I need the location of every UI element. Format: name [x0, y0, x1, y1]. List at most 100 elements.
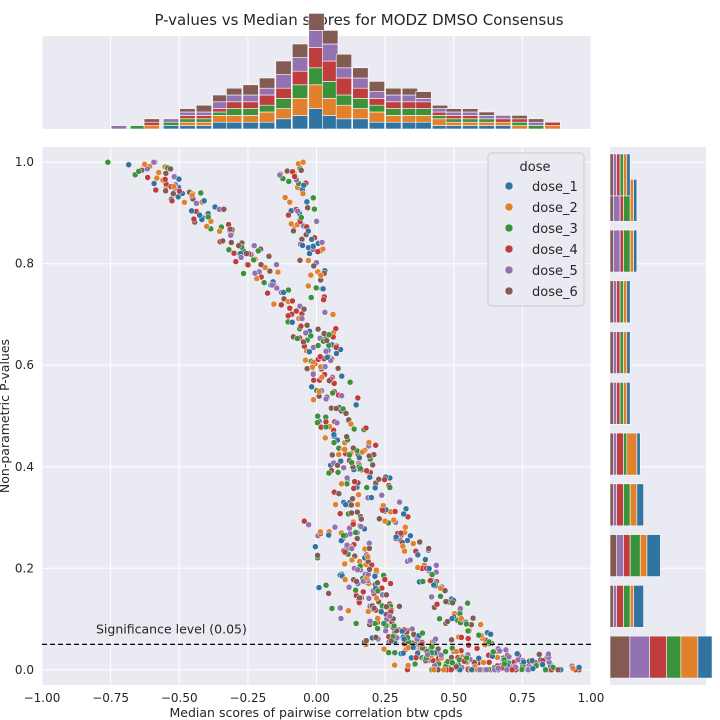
top-histogram-bar	[544, 121, 561, 126]
scatter-point	[319, 245, 327, 253]
scatter-point	[200, 197, 208, 205]
top-histogram-bar	[212, 94, 229, 103]
top-histogram-bar	[415, 108, 432, 116]
top-histogram-bar	[195, 115, 213, 120]
scatter-point	[300, 181, 308, 189]
scatter-point	[312, 543, 319, 550]
top-histogram-bar	[335, 104, 353, 120]
right-histogram-bar	[613, 432, 618, 476]
scatter-point	[162, 187, 169, 195]
top-histogram-bar	[195, 104, 213, 113]
scatter-point	[475, 655, 483, 662]
scatter-point	[424, 651, 431, 659]
scatter-point	[219, 237, 226, 245]
scatter-point	[447, 666, 455, 673]
top-histogram-bar	[368, 121, 385, 130]
scatter-point	[348, 501, 355, 509]
scatter-point	[307, 294, 315, 301]
top-histogram-bar	[226, 101, 243, 109]
scatter-point	[336, 510, 344, 517]
scatter-point	[391, 661, 398, 669]
scatter-point	[340, 464, 347, 472]
scatter-point	[320, 296, 327, 303]
top-histogram-bar	[322, 115, 339, 130]
scatter-point	[359, 448, 366, 456]
right-histogram-bar	[609, 534, 618, 577]
scatter-point	[310, 262, 318, 270]
scatter-point	[414, 564, 421, 571]
top-histogram-bar	[179, 118, 196, 123]
scatter-point	[356, 454, 363, 462]
scatter-point	[379, 506, 386, 514]
scatter-point	[351, 478, 358, 485]
scatter-point	[357, 523, 365, 530]
top-histogram-bar	[179, 121, 196, 126]
scatter-point	[318, 239, 326, 246]
scatter-point	[314, 419, 321, 426]
scatter-point	[125, 161, 132, 169]
scatter-point	[380, 620, 388, 627]
scatter-point	[270, 300, 278, 308]
scatter-point	[476, 666, 484, 674]
scatter-point	[437, 593, 444, 600]
x-tick-labels: −1.00 −0.75 −0.50 −0.25 0.00 0.25 0.50 0.75 1.00	[24, 691, 605, 705]
y-tick-label: 0.6	[15, 358, 34, 372]
scatter-point	[278, 301, 285, 309]
scatter-point	[432, 635, 439, 643]
scatter-point	[260, 279, 268, 286]
scatter-point	[343, 480, 351, 488]
top-histogram-bar	[415, 98, 432, 103]
right-histogram-bar	[619, 229, 624, 273]
top-histogram-bar	[259, 94, 276, 106]
scatter-point	[314, 248, 322, 255]
scatter-point	[549, 664, 557, 671]
scatter-point	[354, 394, 362, 402]
scatter-point	[464, 627, 472, 635]
top-histogram-bar	[528, 125, 545, 130]
scatter-point	[193, 200, 200, 207]
right-histogram-bar	[609, 635, 631, 679]
scatter-point	[352, 620, 360, 627]
scatter-point	[489, 648, 497, 656]
scatter-point	[398, 627, 406, 635]
scatter-point	[464, 599, 471, 607]
scatter-point	[310, 194, 317, 202]
scatter-point	[318, 374, 326, 381]
top-histogram-bar	[110, 125, 127, 130]
right-histogram-bar	[633, 585, 644, 628]
top-histogram-bar	[308, 67, 325, 86]
top-histogram-bar	[322, 30, 339, 45]
top-histogram-bar	[431, 104, 449, 109]
scatter-points	[104, 158, 583, 674]
top-histogram-bar	[511, 125, 528, 130]
scatter-point	[545, 650, 552, 658]
scatter-point	[167, 165, 174, 173]
right-histogram-bar	[616, 153, 621, 197]
scatter-point	[399, 649, 407, 657]
x-tick-label: −0.50	[161, 691, 198, 705]
top-histogram-bar	[291, 43, 309, 58]
scatter-point	[514, 656, 522, 664]
scatter-point	[188, 207, 195, 215]
top-histogram-bar	[478, 111, 495, 116]
scatter-point	[296, 257, 304, 264]
right-histogram-bar	[609, 585, 614, 628]
scatter-point	[305, 257, 312, 264]
right-histogram-bar	[666, 635, 682, 679]
scatter-point	[430, 581, 438, 589]
scatter-point	[464, 635, 472, 642]
scatter-point	[370, 605, 378, 612]
top-histogram-bar	[352, 118, 369, 130]
top-histogram-bar	[275, 60, 292, 75]
scatter-point	[175, 175, 183, 183]
top-histogram-bar	[275, 74, 292, 89]
scatter-point	[322, 581, 330, 589]
top-histogram-bar	[495, 125, 512, 130]
scatter-point	[341, 446, 348, 453]
scatter-point	[501, 660, 508, 668]
scatter-point	[348, 545, 355, 552]
scatter-point	[352, 586, 359, 594]
top-histogram-bar	[179, 115, 196, 120]
scatter-point	[536, 651, 543, 658]
scatter-point	[243, 250, 250, 257]
